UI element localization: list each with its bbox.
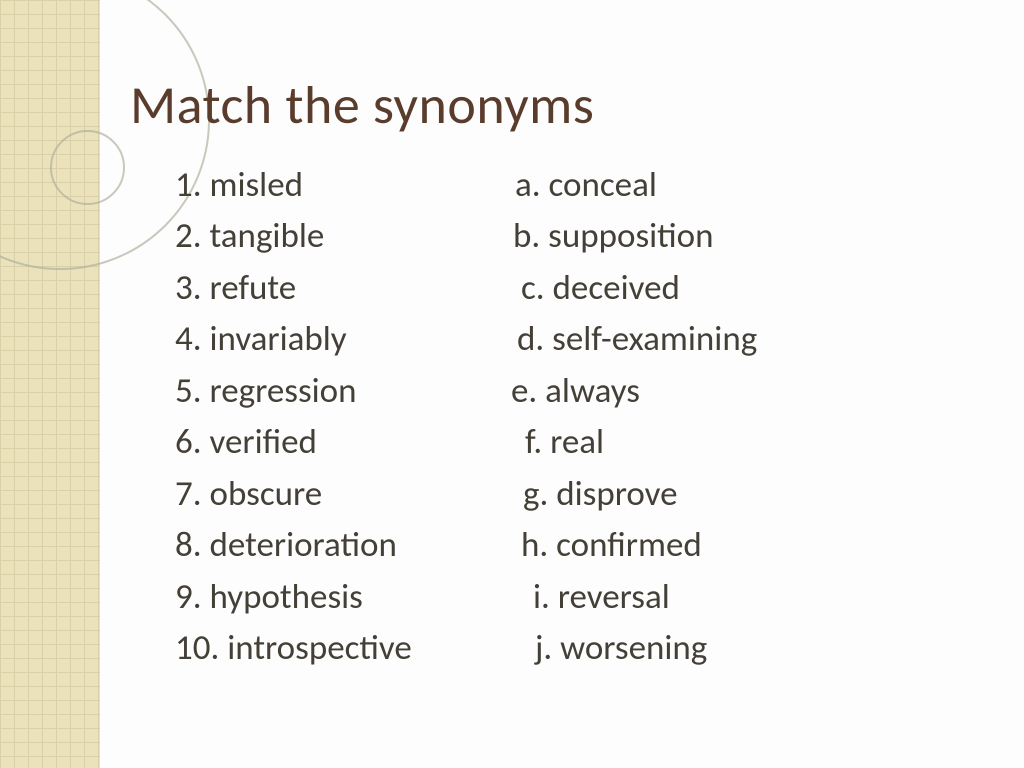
list-item: 3. refute c. deceived: [175, 263, 955, 314]
synonym-list: 1. misled a. conceal 2. tangible b. supp…: [175, 160, 955, 674]
list-item: 1. misled a. conceal: [175, 160, 955, 211]
list-item: 7. obscure g. disprove: [175, 469, 955, 520]
list-item-left: 3. refute: [175, 263, 515, 314]
list-item-left: 8. deterioration: [175, 520, 515, 571]
list-item: 5. regression e. always: [175, 366, 955, 417]
list-item-right: g. disprove: [523, 469, 678, 520]
list-item-left: 2. tangible: [175, 211, 515, 262]
list-item-right: e. always: [511, 366, 640, 417]
list-item: 2. tangible b. supposition: [175, 211, 955, 262]
list-item: 4. invariably d. self-examining: [175, 314, 955, 365]
list-item-right: a. conceal: [515, 160, 657, 211]
list-item-left: 9. hypothesis: [175, 572, 515, 623]
list-item-right: b. supposition: [513, 211, 714, 262]
list-item-right: j. worsening: [535, 623, 707, 674]
list-item-right: f. real: [525, 417, 604, 468]
list-item-left: 6. verified: [175, 417, 515, 468]
decorative-circle-small: [50, 130, 125, 205]
list-item: 8. deterioration h. confirmed: [175, 520, 955, 571]
list-item-left: 4. invariably: [175, 314, 515, 365]
list-item-left: 5. regression: [175, 366, 515, 417]
list-item-right: d. self-examining: [517, 314, 757, 365]
list-item-left: 1. misled: [175, 160, 515, 211]
slide-title: Match the synonyms: [130, 72, 594, 138]
list-item-right: c. deceived: [521, 263, 680, 314]
list-item-left: 7. obscure: [175, 469, 515, 520]
list-item: 6. verified f. real: [175, 417, 955, 468]
list-item-left: 10. introspective: [175, 623, 515, 674]
list-item: 9. hypothesis i. reversal: [175, 572, 955, 623]
list-item-right: h. confirmed: [521, 520, 702, 571]
list-item: 10. introspective j. worsening: [175, 623, 955, 674]
list-item-right: i. reversal: [533, 572, 670, 623]
